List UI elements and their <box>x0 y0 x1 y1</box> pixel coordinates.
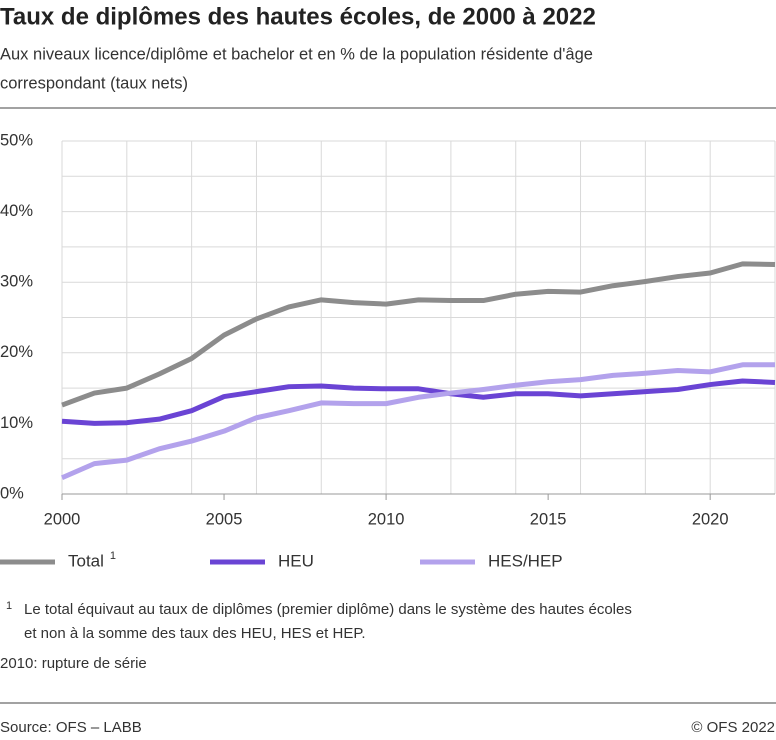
chart-subtitle: correspondant (taux nets) <box>0 74 188 92</box>
x-tick-label: 2020 <box>692 510 729 528</box>
y-tick-label: 40% <box>0 202 33 220</box>
x-tick-label: 2005 <box>206 510 243 528</box>
footnote-marker: 1 <box>6 600 12 612</box>
legend-label: HEU <box>278 551 314 570</box>
note: 2010: rupture de série <box>0 655 147 672</box>
legend-footnote-marker: 1 <box>110 550 116 562</box>
series-line <box>61 261 776 408</box>
plot: 0% 10% 20% 30% 40% 50% 2000 2005 2010 2015 2020 Tot… <box>0 131 776 570</box>
x-tick-label: 2010 <box>368 510 405 528</box>
legend-label: Total <box>68 551 104 570</box>
copyright: © OFS 2022 <box>691 719 775 736</box>
series-line <box>61 362 775 481</box>
chart-subtitle: Aux niveaux licence/diplôme et bachelor … <box>0 45 593 63</box>
y-tick-label: 20% <box>0 343 33 361</box>
x-tick-label: 2015 <box>530 510 567 528</box>
footnote: Le total équivaut au taux de diplômes (p… <box>24 601 632 618</box>
legend-label: HES/HEP <box>488 551 563 570</box>
y-tick-label: 30% <box>0 273 33 291</box>
y-tick-label: 10% <box>0 414 33 432</box>
y-tick-label: 50% <box>0 131 33 149</box>
footnote: et non à la somme des taux des HEU, HES … <box>24 625 366 642</box>
chart-title: Taux de diplômes des hautes écoles, de 2… <box>0 3 596 30</box>
source: Source: OFS – LABB <box>0 719 142 736</box>
x-tick-label: 2000 <box>44 510 81 528</box>
y-tick-label: 0% <box>0 484 24 502</box>
series-line <box>61 378 776 426</box>
